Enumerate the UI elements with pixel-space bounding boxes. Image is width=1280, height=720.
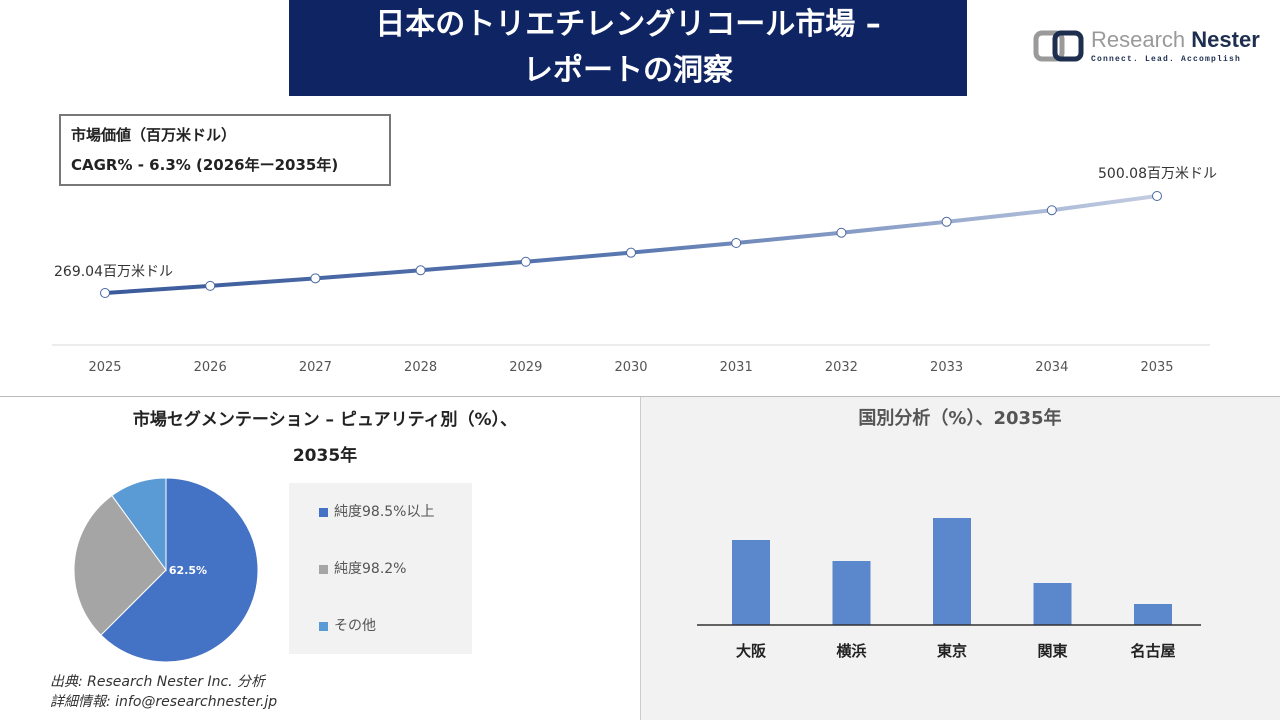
legend-item: その他 (319, 617, 376, 635)
cagr-label: CAGR% - 6.3% (2026年ー2035年) (71, 156, 339, 174)
data-point (1152, 191, 1162, 201)
source-note: 出典: Research Nester Inc. 分析 詳細情報: info@r… (50, 674, 278, 710)
purity-pie-chart: 62.5% (73, 477, 259, 663)
market-info-box: 市場価値（百万米ドル） CAGR% - 6.3% (2026年ー2035年) (59, 114, 391, 186)
data-label: 500.08百万米ドル (1098, 166, 1217, 182)
data-point (731, 238, 742, 249)
x-tick-label: 2031 (720, 360, 753, 375)
legend-swatch (319, 507, 328, 517)
bar (933, 518, 971, 625)
logo-mark-icon (1033, 30, 1084, 62)
x-tick-label: 関東 (1037, 642, 1067, 660)
data-point (205, 280, 216, 291)
data-point (415, 265, 426, 276)
legend-swatch (319, 621, 328, 631)
bar (732, 540, 770, 625)
country-bar-chart: 大阪 横浜 東京 関東 名古屋 (697, 518, 1201, 660)
bar-chart-title: 国別分析（%）、2035年 (858, 408, 1062, 429)
x-tick-label: 2033 (930, 360, 963, 375)
x-tick-label: 2026 (194, 360, 227, 375)
x-tick-label: 2027 (299, 360, 332, 375)
bar (1134, 604, 1172, 625)
pie-data-label: 62.5% (169, 564, 207, 577)
x-tick-label: 名古屋 (1130, 642, 1175, 660)
x-tick-label: 大阪 (736, 642, 767, 660)
section-divider (0, 396, 1280, 397)
x-tick-label: 2030 (614, 360, 647, 375)
x-tick-label: 2028 (404, 360, 437, 375)
x-tick-label: 横浜 (836, 642, 866, 660)
data-point (310, 273, 321, 284)
data-point (520, 256, 531, 267)
x-tick-label: 2029 (509, 360, 542, 375)
data-point (626, 247, 636, 258)
data-point (100, 288, 110, 298)
legend-item: 純度98.2% (319, 560, 406, 578)
x-tick-label: 2032 (825, 360, 858, 375)
series-line (104, 194, 1158, 295)
x-tick-label: 2034 (1035, 360, 1068, 375)
pie-slice (100, 477, 259, 663)
x-tick-label: 東京 (937, 642, 967, 660)
page-title: 日本のトリエチレングリコール市場 – レポートの洞察 (289, 0, 967, 96)
pie-chart-title: 市場セグメンテーション – ピュアリティ別（%）、 2035年 (132, 410, 518, 466)
bar (832, 561, 871, 625)
logo-tagline: Connect. Lead. Accomplish (1091, 54, 1242, 64)
research-nester-logo: Research Nester Connect. Lead. Accomplis… (1033, 24, 1273, 68)
data-point (941, 216, 952, 227)
data-label: 269.04百万米ドル (54, 264, 173, 280)
pie-legend: 純度98.5%以上 純度98.2% その他 (289, 483, 472, 654)
legend-swatch (319, 564, 328, 574)
pie-slice (111, 477, 167, 572)
bar (1033, 583, 1072, 625)
logo-name: Research Nester (1091, 26, 1260, 52)
x-tick-label: 2025 (88, 360, 121, 375)
market-line-chart: 2025 2026 2027 2028 2029 2030 2031 2032 2033 2034… (52, 166, 1217, 375)
market-value-label: 市場価値（百万米ドル） (71, 126, 237, 144)
legend-item: 純度98.5%以上 (319, 503, 434, 521)
pie-slice (73, 494, 167, 636)
data-point (1046, 205, 1057, 216)
x-tick-label: 2035 (1140, 360, 1173, 375)
data-point (836, 227, 847, 238)
